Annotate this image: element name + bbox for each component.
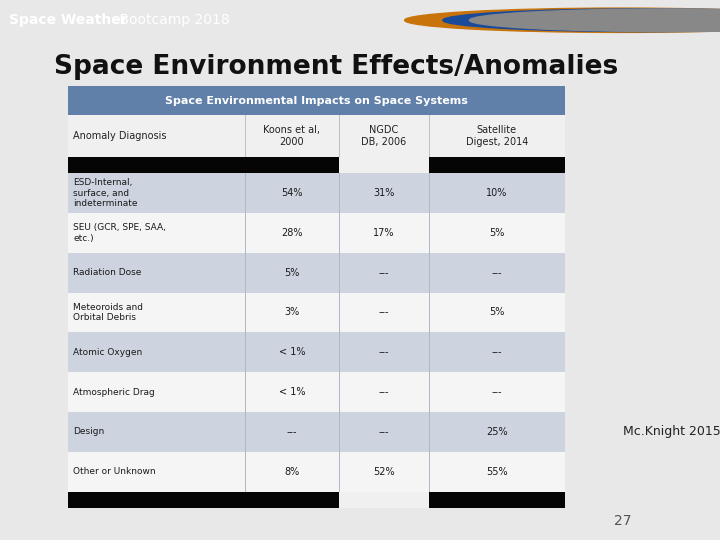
Bar (339, 253, 340, 293)
Text: ---: --- (379, 387, 389, 397)
Bar (428, 173, 430, 213)
Bar (245, 412, 246, 452)
Bar (339, 491, 428, 508)
Text: Other or Unknown: Other or Unknown (73, 467, 156, 476)
Bar (245, 372, 246, 412)
Bar (428, 491, 565, 508)
Text: ---: --- (287, 427, 297, 437)
Text: Atmospheric Drag: Atmospheric Drag (73, 388, 155, 396)
Text: ---: --- (379, 347, 389, 357)
Text: Satellite
Digest, 2014: Satellite Digest, 2014 (466, 125, 528, 147)
Text: Space Environmental Impacts on Space Systems: Space Environmental Impacts on Space Sys… (166, 96, 468, 106)
Text: ESD-Internal,
surface, and
indeterminate: ESD-Internal, surface, and indeterminate (73, 178, 138, 208)
Text: Space Environment Effects/Anomalies: Space Environment Effects/Anomalies (54, 55, 618, 80)
Text: Mc.Knight 2015: Mc.Knight 2015 (623, 426, 720, 438)
Text: ---: --- (379, 427, 389, 437)
Bar (339, 333, 340, 372)
Text: < 1%: < 1% (279, 347, 305, 357)
Bar (428, 293, 430, 333)
Bar (339, 115, 340, 157)
Bar (68, 412, 565, 452)
Text: 10%: 10% (486, 188, 508, 198)
Bar (339, 452, 340, 491)
Bar (339, 293, 340, 333)
Bar (428, 452, 430, 491)
Text: 28%: 28% (282, 228, 302, 238)
Bar (245, 253, 246, 293)
Text: 17%: 17% (373, 228, 395, 238)
Text: Meteoroids and
Orbital Debris: Meteoroids and Orbital Debris (73, 303, 143, 322)
Bar (245, 173, 246, 213)
Text: 55%: 55% (486, 467, 508, 477)
Bar (68, 115, 565, 157)
Text: Atomic Oxygen: Atomic Oxygen (73, 348, 143, 357)
Bar (339, 372, 340, 412)
Bar (68, 173, 565, 213)
Text: 54%: 54% (282, 188, 302, 198)
Text: Anomaly Diagnosis: Anomaly Diagnosis (73, 131, 167, 141)
Text: Design: Design (73, 427, 104, 436)
Bar (68, 157, 428, 173)
Bar (68, 452, 565, 491)
Text: ---: --- (492, 268, 502, 278)
Bar (428, 333, 430, 372)
Text: ---: --- (492, 387, 502, 397)
Bar (68, 213, 565, 253)
Text: 5%: 5% (284, 268, 300, 278)
Bar (68, 253, 565, 293)
Bar (428, 115, 430, 157)
Bar (339, 157, 428, 173)
Text: 25%: 25% (486, 427, 508, 437)
Text: < 1%: < 1% (279, 387, 305, 397)
Bar (339, 173, 340, 213)
Text: 3%: 3% (284, 307, 300, 318)
Text: Koons et al,
2000: Koons et al, 2000 (264, 125, 320, 147)
Text: 8%: 8% (284, 467, 300, 477)
Text: 5%: 5% (489, 228, 505, 238)
Bar (68, 293, 565, 333)
Bar (68, 333, 565, 372)
Text: Space Weather: Space Weather (9, 14, 127, 27)
Text: ---: --- (379, 268, 389, 278)
Text: 52%: 52% (373, 467, 395, 477)
Bar (339, 213, 340, 253)
Bar (428, 157, 565, 173)
Bar (245, 115, 246, 157)
Circle shape (443, 9, 720, 31)
Bar (428, 213, 430, 253)
Bar (68, 491, 428, 508)
Bar (245, 333, 246, 372)
Circle shape (405, 8, 720, 32)
Bar (68, 372, 565, 412)
Text: ---: --- (492, 347, 502, 357)
Bar (245, 213, 246, 253)
Text: SEU (GCR, SPE, SAA,
etc.): SEU (GCR, SPE, SAA, etc.) (73, 223, 166, 242)
Text: 27: 27 (614, 514, 631, 528)
Bar (428, 412, 430, 452)
Bar (245, 452, 246, 491)
Text: Bootcamp 2018: Bootcamp 2018 (115, 14, 230, 27)
Text: ---: --- (379, 307, 389, 318)
Bar (68, 86, 565, 115)
Text: 5%: 5% (489, 307, 505, 318)
Text: NGDC
DB, 2006: NGDC DB, 2006 (361, 125, 407, 147)
Text: Radiation Dose: Radiation Dose (73, 268, 142, 277)
Bar (339, 412, 340, 452)
Bar (245, 293, 246, 333)
Bar (428, 253, 430, 293)
Circle shape (469, 9, 720, 31)
Bar (428, 372, 430, 412)
Text: 31%: 31% (373, 188, 395, 198)
